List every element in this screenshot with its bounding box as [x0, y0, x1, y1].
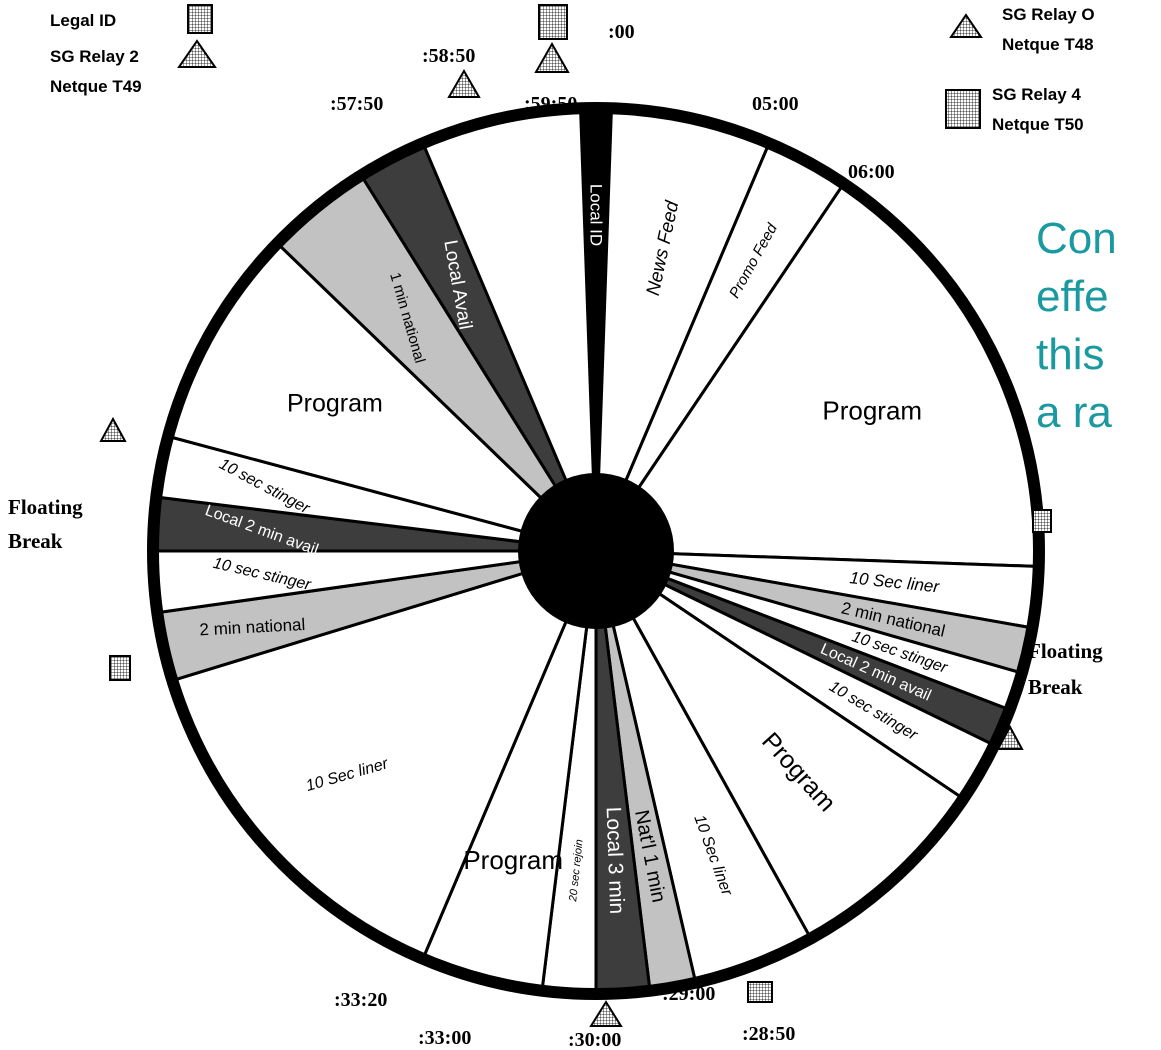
time-label-5950: :59:50 [524, 93, 577, 115]
time-label-3000: :30:00 [568, 1029, 621, 1050]
floating-break-right-line2: Break [1028, 675, 1083, 699]
legend-legal-id: Legal ID [50, 11, 116, 30]
grid-square-icon [538, 4, 568, 40]
time-label-5850: :58:50 [422, 45, 475, 67]
overlay-line-3: this [1036, 330, 1105, 379]
triangle-relay-icon [534, 41, 570, 73]
segment-label: Program [463, 845, 563, 875]
time-label-5750: :57:50 [330, 93, 383, 115]
grid-square-icon [747, 981, 773, 1003]
floating-break-left-line2: Break [8, 529, 63, 553]
clock-rim [147, 102, 1045, 1000]
grid-square-icon [945, 89, 981, 129]
overlay-line-4: a ra [1036, 388, 1112, 437]
legend-netque-t49: Netque T49 [50, 77, 142, 96]
time-label-2850: :28:50 [742, 1023, 795, 1045]
grid-square-icon [109, 655, 131, 681]
legend-sg-relay-2: SG Relay 2 [50, 47, 139, 66]
triangle-relay-icon [447, 68, 481, 98]
time-label-0500: 05:00 [752, 93, 799, 115]
time-label-3320: :33:20 [334, 989, 387, 1011]
legend-sg-relay-o: SG Relay O [1002, 5, 1095, 24]
floating-break-left-line1: Floating [8, 495, 83, 519]
triangle-relay-icon [589, 1000, 623, 1027]
segment-label: Program [822, 395, 922, 425]
overlay-text-block: Con effe this a ra [1036, 210, 1117, 442]
legend-netque-t50: Netque T50 [992, 115, 1084, 134]
overlay-line-1: Con [1036, 214, 1117, 263]
triangle-relay-icon [996, 724, 1024, 750]
overlay-line-2: effe [1036, 272, 1109, 321]
triangle-relay-icon [949, 13, 983, 38]
segment-label: Local ID [587, 184, 606, 246]
time-label-3300: :33:00 [418, 1027, 471, 1049]
floating-break-right-line1: Floating [1028, 639, 1103, 663]
grid-square-icon [187, 4, 213, 34]
time-label-2900: :29:00 [662, 983, 715, 1005]
triangle-relay-icon [177, 39, 217, 68]
time-label-00: :00 [608, 21, 635, 43]
legend-sg-relay-4: SG Relay 4 [992, 85, 1081, 104]
triangle-icon-layer [99, 13, 1024, 1027]
segment-label: Local 3 min [602, 806, 629, 914]
triangle-relay-icon [99, 416, 127, 442]
segment-label: Program [287, 389, 383, 417]
legend-netque-t48: Netque T48 [1002, 35, 1094, 54]
time-label-0600: 06:00 [848, 161, 895, 183]
grid-square-icon [1032, 509, 1052, 533]
clock-hub [518, 473, 674, 629]
